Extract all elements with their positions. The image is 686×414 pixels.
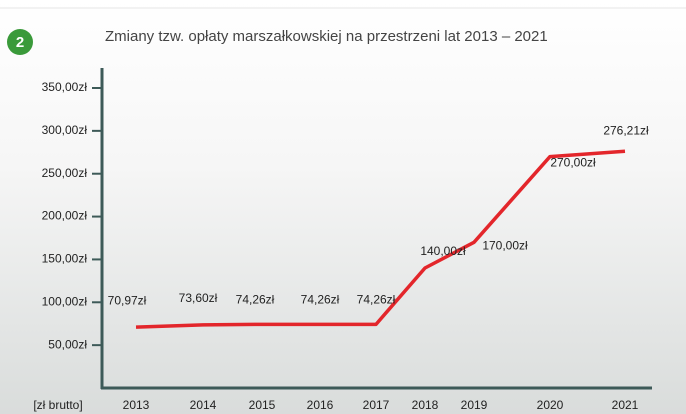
data-line	[135, 149, 626, 329]
badge-number: 2	[16, 34, 24, 51]
value-label: 74,26zł	[357, 293, 396, 307]
chart-title: Zmiany tzw. opłaty marszałkowskiej na pr…	[105, 28, 548, 45]
y-tick-label: 100,00zł	[42, 294, 88, 308]
y-tick-label: 350,00zł	[42, 80, 88, 94]
x-tick-label: 2021	[612, 398, 639, 412]
y-tick-label: 200,00zł	[42, 209, 88, 223]
value-label: 73,60zł	[179, 291, 218, 305]
x-tick-label: 2015	[249, 398, 276, 412]
value-label: 170,00zł	[482, 238, 528, 252]
y-tick-label: 150,00zł	[42, 252, 88, 266]
value-label: 140,00zł	[420, 244, 466, 258]
x-tick-label: 2018	[412, 398, 439, 412]
x-tick-label: 2016	[307, 398, 334, 412]
y-tick-label: 50,00zł	[48, 337, 87, 351]
y-tick-label: 250,00zł	[42, 166, 88, 180]
x-tick-label: 2017	[363, 398, 390, 412]
badge-circle	[7, 29, 33, 55]
value-label: 270,00zł	[550, 156, 596, 170]
x-tick-label: 2013	[123, 398, 150, 412]
value-label: 74,26zł	[236, 293, 275, 307]
value-label: 276,21zł	[603, 123, 649, 137]
x-tick-label: 2019	[461, 398, 488, 412]
x-tick-label: 2014	[190, 398, 217, 412]
y-axis-label: [zł brutto]	[33, 398, 82, 412]
value-label: 70,97zł	[108, 293, 147, 307]
x-tick-label: 2020	[537, 398, 564, 412]
value-label: 74,26zł	[301, 293, 340, 307]
y-tick-label: 300,00zł	[42, 123, 88, 137]
